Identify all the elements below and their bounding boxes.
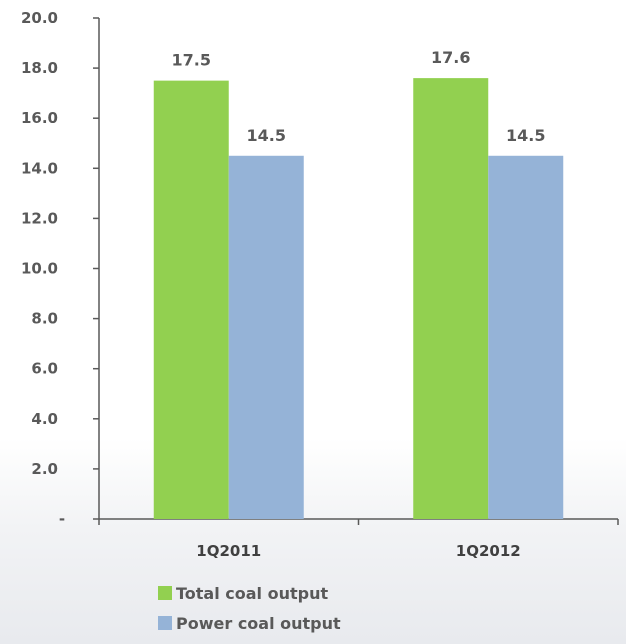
y-tick-label: 10.0 bbox=[21, 260, 58, 278]
bar-power-coal bbox=[488, 155, 564, 519]
y-tick-label: 6.0 bbox=[31, 360, 58, 378]
y-tick-label: 4.0 bbox=[31, 410, 58, 428]
y-tick-label: 20.0 bbox=[21, 9, 58, 27]
y-tick-label: 2.0 bbox=[31, 460, 58, 478]
y-axis: - 2.0 4.0 6.0 8.0 10.0 12.0 14.0 16.0 18.0 20.0 bbox=[21, 9, 100, 528]
data-label: 17.5 bbox=[172, 51, 211, 70]
legend: Total coal output Power coal output bbox=[158, 582, 341, 642]
legend-label-power-coal: Power coal output bbox=[176, 613, 341, 633]
y-tick-label: - bbox=[59, 510, 65, 528]
bars bbox=[153, 78, 564, 520]
legend-label-total-coal: Total coal output bbox=[176, 583, 329, 603]
bar-total-coal bbox=[153, 80, 229, 519]
x-tick-label: 1Q2011 bbox=[196, 542, 261, 560]
legend-swatch-total-coal bbox=[158, 586, 172, 600]
legend-item-total-coal: Total coal output bbox=[158, 582, 341, 604]
y-tick-label: 16.0 bbox=[21, 109, 58, 127]
x-axis: 1Q2011 1Q2012 bbox=[98, 518, 619, 560]
x-tick-label: 1Q2012 bbox=[456, 542, 521, 560]
legend-swatch-power-coal bbox=[158, 616, 172, 630]
data-labels: 17.5 14.5 17.6 14.5 bbox=[172, 48, 546, 145]
y-tick-label: 18.0 bbox=[21, 59, 58, 77]
y-tick-label: 8.0 bbox=[31, 310, 58, 328]
y-tick-label: 14.0 bbox=[21, 159, 58, 177]
data-label: 17.6 bbox=[431, 48, 470, 67]
bar-total-coal bbox=[413, 78, 489, 520]
bar-power-coal bbox=[228, 155, 304, 519]
data-label: 14.5 bbox=[247, 126, 286, 145]
y-tick-label: 12.0 bbox=[21, 209, 58, 227]
legend-item-power-coal: Power coal output bbox=[158, 612, 341, 634]
data-label: 14.5 bbox=[506, 126, 545, 145]
